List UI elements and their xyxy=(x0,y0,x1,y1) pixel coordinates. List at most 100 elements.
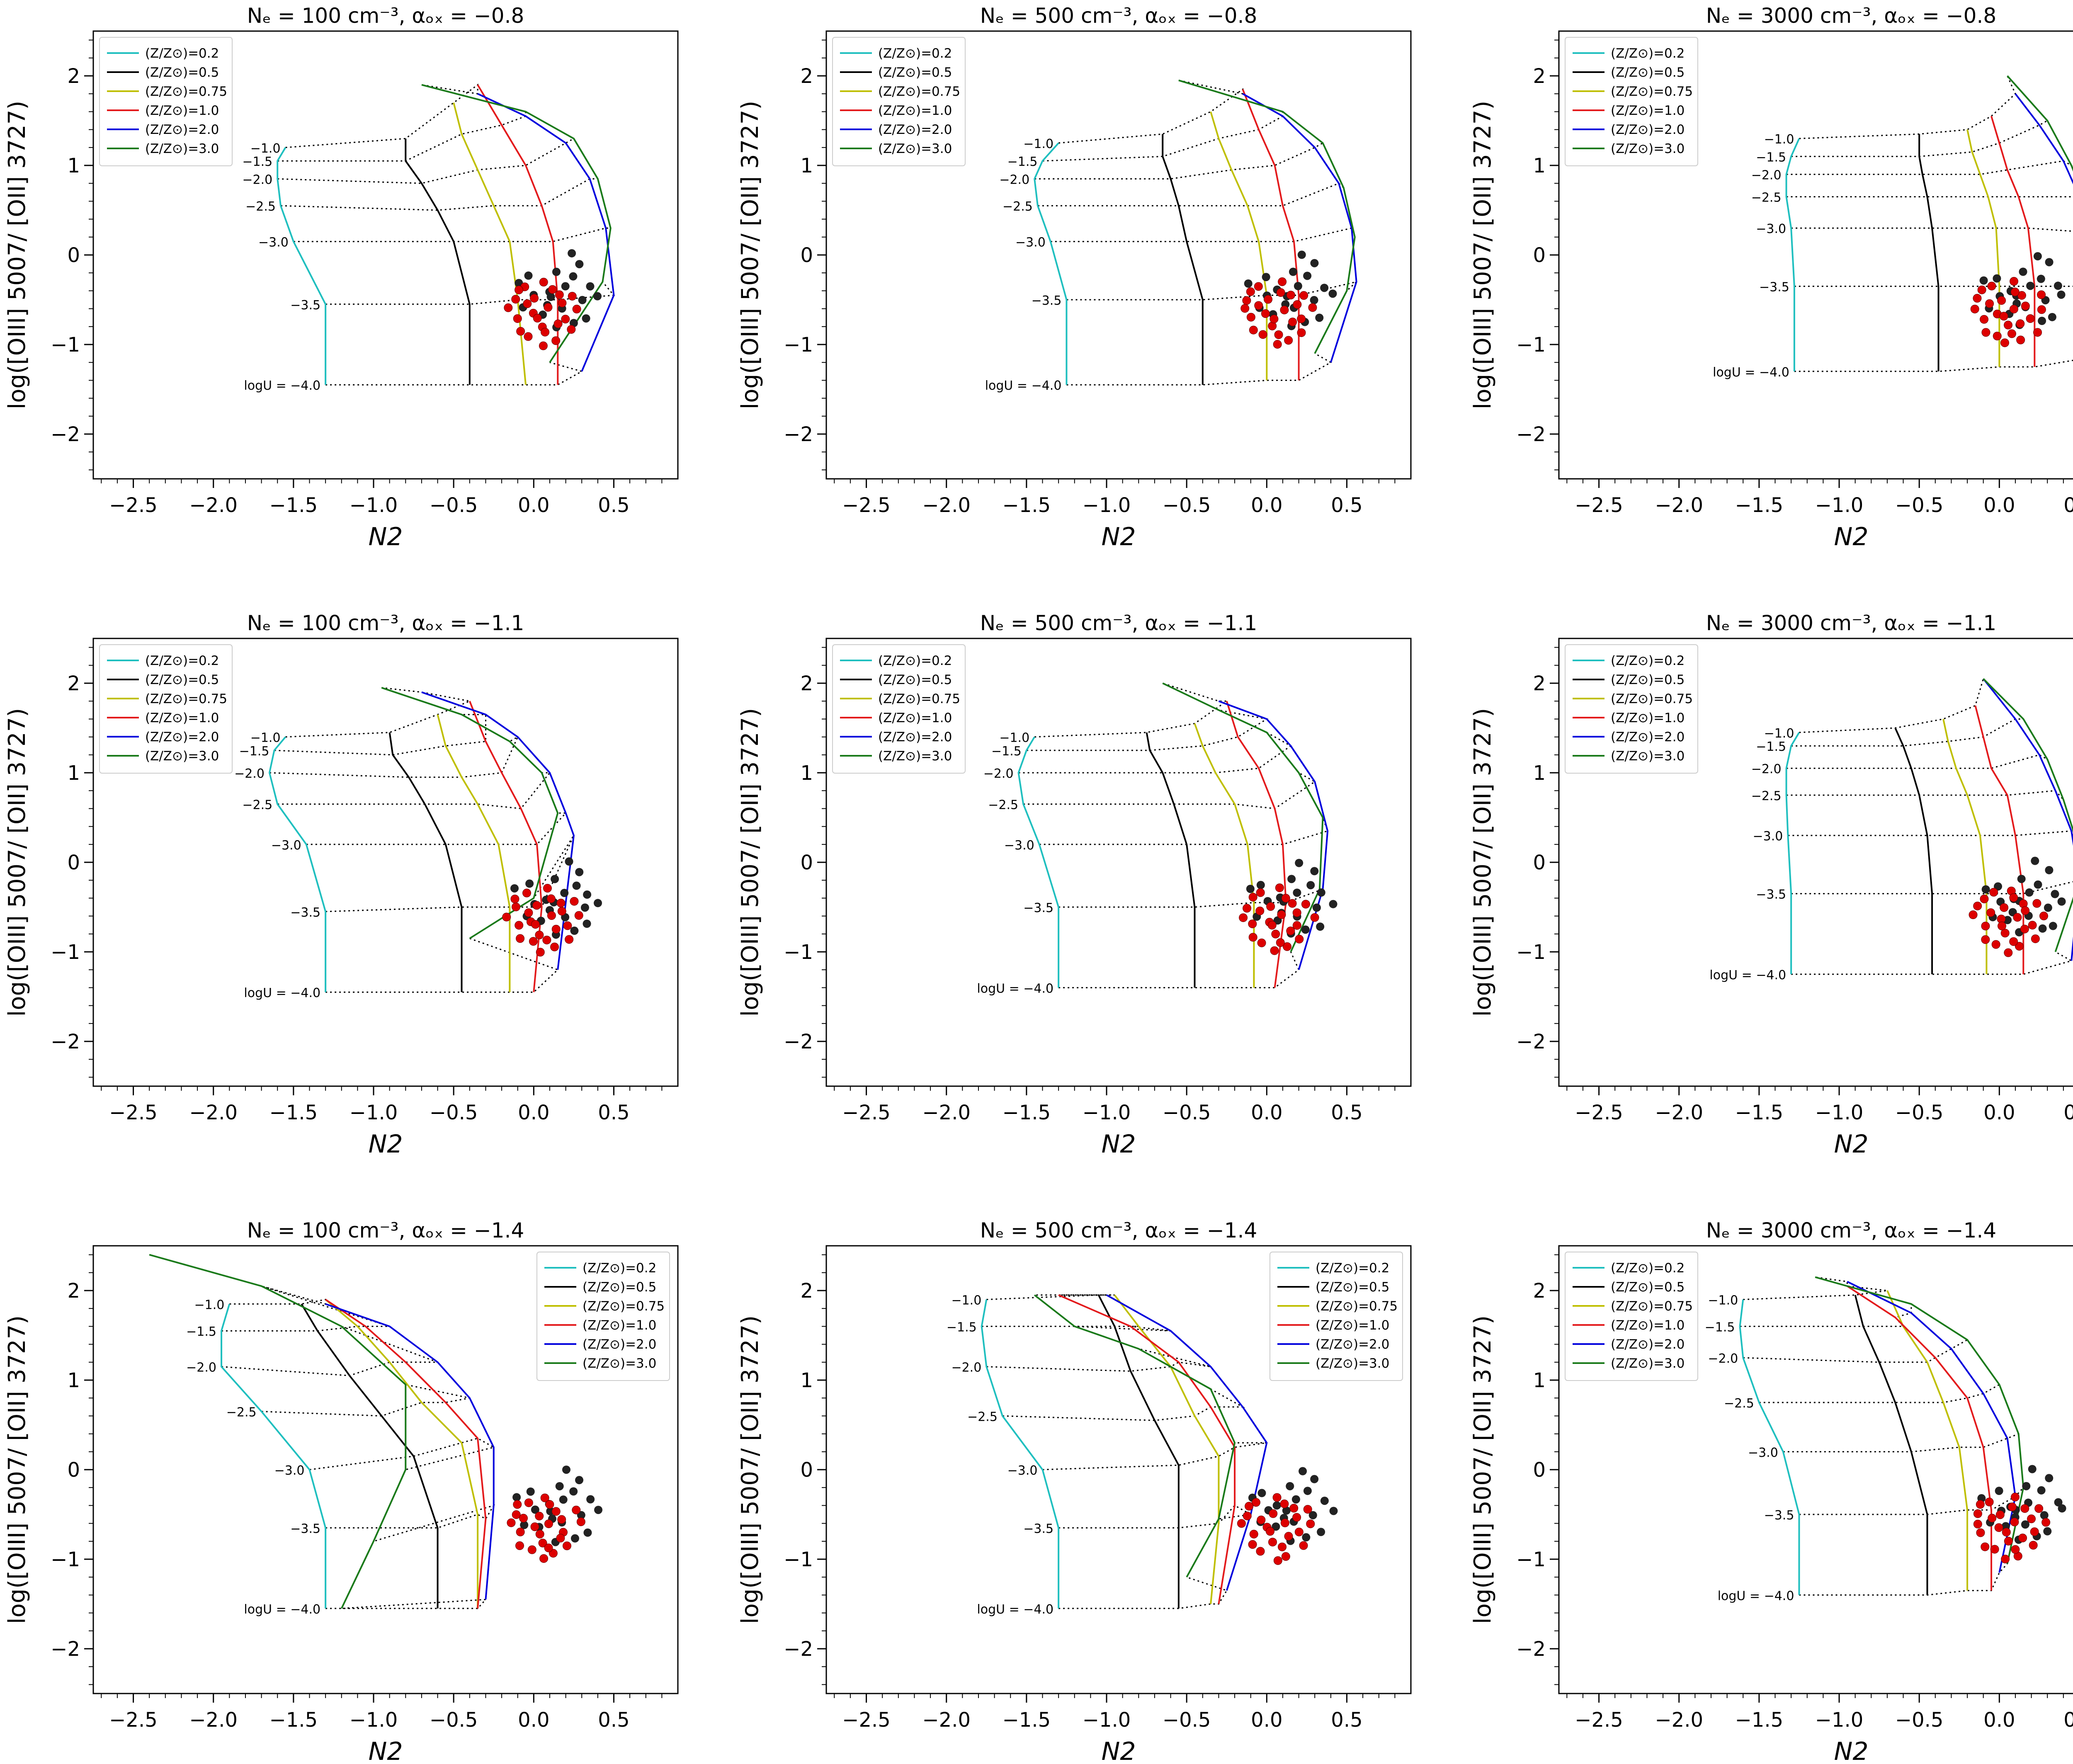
obs-point-red xyxy=(561,315,570,324)
obs-point-red xyxy=(1266,902,1275,911)
obs-point-red xyxy=(2039,911,2049,920)
obs-point-black xyxy=(2045,866,2054,874)
obs-point-black xyxy=(583,890,592,899)
obs-point-red xyxy=(2009,937,2018,946)
obs-point-black xyxy=(578,296,587,304)
obs-point-black xyxy=(1981,885,1990,894)
x-tick-label: 0.5 xyxy=(1331,1708,1362,1732)
obs-point-black xyxy=(562,1466,570,1474)
x-axis-label: N2 xyxy=(368,1737,403,1764)
obs-point-red xyxy=(556,898,566,907)
obs-point-red xyxy=(1297,314,1306,323)
y-tick-label: 2 xyxy=(67,1279,80,1303)
series-line-Z0-5 xyxy=(405,138,471,385)
obs-point-red xyxy=(1248,933,1257,942)
obs-point-black xyxy=(2054,281,2062,290)
chart-title: Nₑ = 100 cm⁻³, αₒₓ = −0.8 xyxy=(247,4,524,28)
x-tick-label: 0.0 xyxy=(1251,1708,1282,1732)
obs-point-black xyxy=(575,1476,584,1485)
obs-point-red xyxy=(1268,1538,1277,1547)
x-tick-label: 0.0 xyxy=(1983,1101,2015,1124)
obs-point-red xyxy=(551,336,561,345)
legend-label: (Z/Z⊙)=3.0 xyxy=(878,749,952,764)
series-line-Z2-0 xyxy=(421,691,575,970)
obs-point-red xyxy=(1981,1542,1990,1551)
x-tick-label: −2.5 xyxy=(1575,1101,1623,1124)
obs-point-red xyxy=(539,278,548,287)
obs-point-red xyxy=(553,319,563,328)
legend-label: (Z/Z⊙)=0.2 xyxy=(145,653,219,668)
obs-point-red xyxy=(567,325,576,334)
obs-point-red xyxy=(2000,929,2010,938)
obs-point-red xyxy=(2028,921,2037,930)
obs-point-black xyxy=(2022,1482,2031,1490)
series-line-Z0-75 xyxy=(1114,1294,1220,1604)
x-tick-label: −1.5 xyxy=(269,494,318,517)
y-tick-label: 1 xyxy=(67,762,80,785)
y-tick-label: 1 xyxy=(67,154,80,177)
logU-label: −1.0 xyxy=(951,1293,981,1308)
obs-point-red xyxy=(524,1498,533,1507)
legend-label: (Z/Z⊙)=0.5 xyxy=(1611,65,1685,80)
y-tick-label: 0 xyxy=(800,851,813,874)
obs-point-red xyxy=(572,305,581,314)
legend-label: (Z/Z⊙)=2.0 xyxy=(583,1337,656,1352)
y-tick-label: −2 xyxy=(51,1030,80,1053)
x-tick-label: −1.5 xyxy=(1003,1101,1051,1124)
legend-box xyxy=(832,644,966,774)
x-tick-label: −2.5 xyxy=(1575,1708,1623,1732)
series-line-Z0-5 xyxy=(1162,134,1204,385)
series-line-Z0-2 xyxy=(1739,1299,1800,1595)
obs-point-red xyxy=(1284,336,1293,345)
obs-point-black xyxy=(1993,274,2001,283)
legend-label: (Z/Z⊙)=0.2 xyxy=(583,1261,656,1276)
x-axis-label: N2 xyxy=(1101,522,1136,551)
series-line-Z3-0 xyxy=(1178,79,1356,354)
obs-point-black xyxy=(2038,924,2047,933)
legend-label: (Z/Z⊙)=0.5 xyxy=(145,65,219,80)
logU-grid-line xyxy=(1786,160,2072,175)
y-tick-label: −2 xyxy=(784,1030,813,1053)
legend-label: (Z/Z⊙)=0.2 xyxy=(878,46,952,61)
obs-point-red xyxy=(565,935,574,944)
obs-point-red xyxy=(1973,1509,1982,1518)
obs-point-red xyxy=(1275,883,1284,892)
series-line-Z0-75 xyxy=(325,1299,479,1609)
x-tick-label: −0.5 xyxy=(1895,494,1944,517)
obs-point-red xyxy=(1280,306,1289,315)
legend-label: (Z/Z⊙)=0.2 xyxy=(1316,1261,1389,1276)
legend-label: (Z/Z⊙)=2.0 xyxy=(145,122,219,137)
obs-point-red xyxy=(1973,901,1982,910)
logU-label: −3.0 xyxy=(1015,235,1046,250)
logU-grid-line xyxy=(1783,1433,2019,1453)
y-tick-label: 1 xyxy=(800,154,813,177)
legend-label: (Z/Z⊙)=3.0 xyxy=(1611,141,1685,156)
obs-point-black xyxy=(1329,900,1337,908)
logU-label: −3.5 xyxy=(290,298,320,313)
obs-point-black xyxy=(593,292,602,301)
x-tick-label: −2.5 xyxy=(842,494,891,517)
y-tick-label: −1 xyxy=(1516,333,1546,357)
logU-label: −1.0 xyxy=(1764,132,1794,147)
legend-label: (Z/Z⊙)=1.0 xyxy=(1611,1318,1685,1333)
obs-point-red xyxy=(556,1533,565,1543)
legend-box xyxy=(1565,1252,1698,1381)
obs-point-red xyxy=(1278,1542,1287,1551)
series-line-Z0-5 xyxy=(301,1303,439,1609)
obs-point-red xyxy=(524,908,533,917)
logU-label: −1.0 xyxy=(250,731,281,745)
logU-label: −1.0 xyxy=(1023,137,1053,151)
logU-label: −3.0 xyxy=(1007,1463,1038,1478)
obs-point-red xyxy=(568,291,577,301)
obs-point-black xyxy=(1286,1482,1294,1490)
obs-point-black xyxy=(1979,276,1988,285)
obs-point-red xyxy=(1977,285,1986,294)
series-line-Z2-0 xyxy=(1242,93,1357,363)
logU-label: −3.5 xyxy=(1032,294,1062,308)
logU-label: −2.0 xyxy=(951,1361,981,1375)
x-axis-label: N2 xyxy=(1101,1130,1136,1159)
y-tick-label: −1 xyxy=(51,1548,80,1571)
obs-point-red xyxy=(1989,888,1998,897)
obs-point-red xyxy=(1266,1527,1275,1536)
x-axis-label: N2 xyxy=(1834,1737,1868,1764)
